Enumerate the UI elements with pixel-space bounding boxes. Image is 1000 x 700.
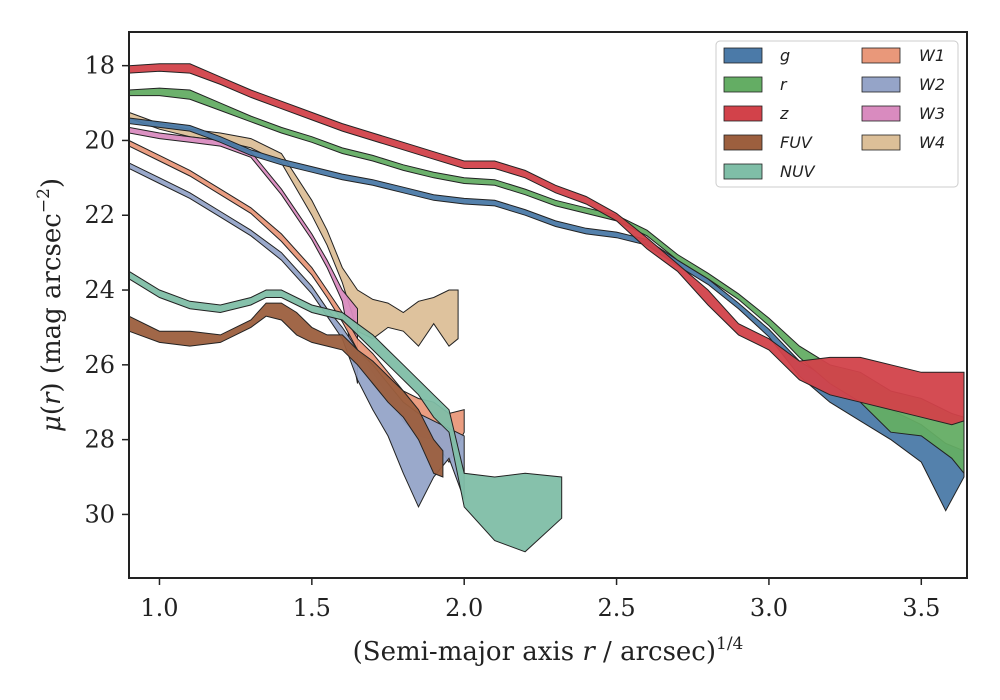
legend-label-w1: W1 (919, 46, 945, 65)
x-tick-label: 1.5 (293, 594, 331, 622)
band-layer (128, 63, 965, 553)
band-g (128, 117, 965, 512)
x-axis: 1.0 1.5 2.0 2.5 3.0 3.5 (140, 578, 940, 622)
x-axis-label: (Semi-major axis r / arcsec)1/4 (353, 634, 744, 667)
y-tick-label: 28 (84, 426, 115, 454)
legend-label-w2: W2 (919, 75, 945, 94)
band-nuv (128, 270, 563, 553)
legend-swatch-w3 (861, 105, 901, 122)
legend: grz FUV NUV W1 W2 W3 W4 (715, 40, 959, 188)
legend-swatch-nuv (723, 163, 763, 180)
x-tick-label: 3.0 (750, 594, 788, 622)
y-tick-label: 22 (84, 201, 115, 229)
y-tick-label: 30 (84, 500, 115, 528)
y-tick-label: 20 (84, 126, 115, 154)
y-tick-label: 24 (84, 276, 115, 304)
legend-label-nuv: NUV (780, 162, 816, 181)
x-tick-label: 2.0 (445, 594, 483, 622)
legend-label-z: z (779, 104, 789, 123)
legend-swatch-z (723, 105, 763, 122)
legend-swatch-w2 (861, 76, 901, 93)
x-tick-label: 2.5 (597, 594, 635, 622)
legend-swatch-fuv (723, 134, 763, 151)
band-r (128, 87, 965, 475)
band-z (128, 63, 965, 426)
x-tick-label: 1.0 (140, 594, 178, 622)
legend-label-fuv: FUV (780, 133, 813, 152)
y-axis-label: μ(r) (mag arcsec−2) (34, 178, 67, 432)
legend-swatch-w4 (861, 134, 901, 151)
legend-swatch-g (723, 47, 763, 64)
legend-label-w3: W3 (919, 104, 945, 123)
legend-label-r: r (780, 75, 788, 94)
band-fuv (128, 302, 444, 478)
x-tick-label: 3.5 (902, 594, 940, 622)
legend-swatch-r (723, 76, 763, 93)
plot-frame (128, 31, 968, 579)
y-tick-label: 18 (84, 52, 115, 80)
legend-label-w4: W4 (919, 133, 945, 152)
legend-swatch-w1 (861, 47, 901, 64)
y-axis: 18 20 22 24 26 28 30 (84, 52, 129, 528)
y-tick-label: 26 (84, 351, 115, 379)
legend-label-g: g (780, 46, 790, 65)
